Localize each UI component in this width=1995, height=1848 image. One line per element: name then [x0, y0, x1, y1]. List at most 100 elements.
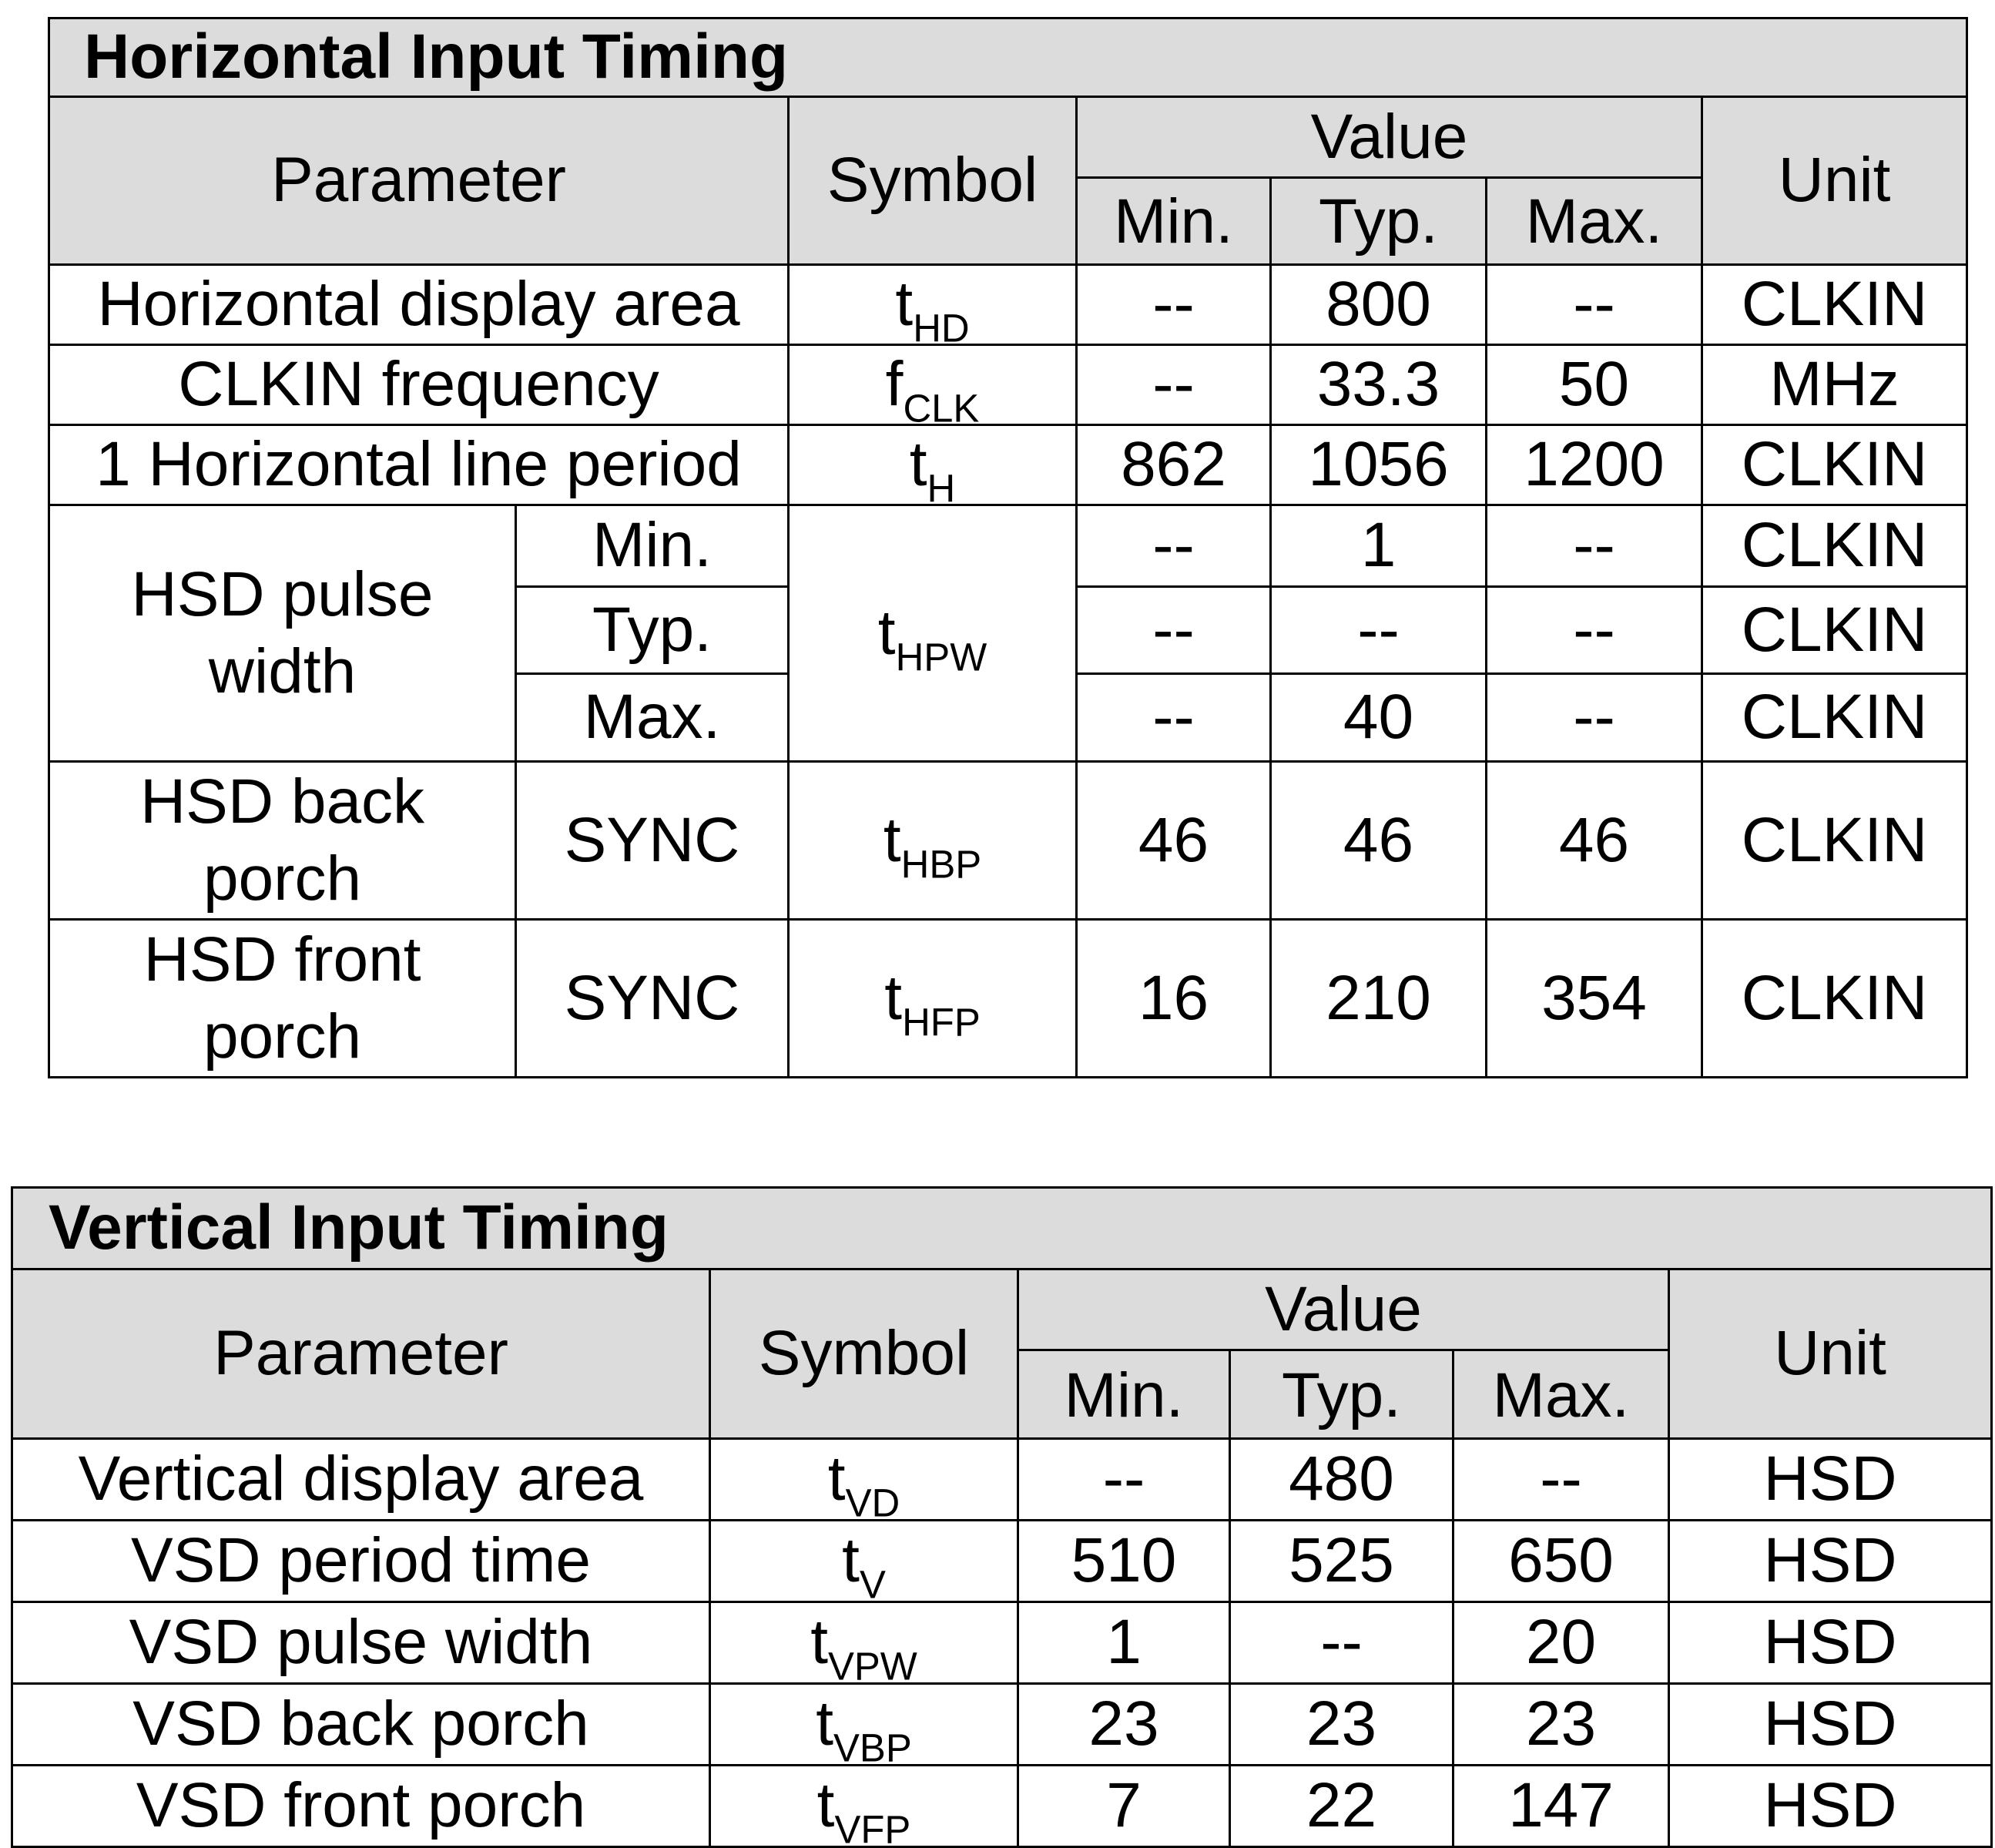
- symbol-cell: tHPW: [787, 504, 1078, 763]
- table-row: VSD back porch tVBP 23 23 23 HSD: [11, 1682, 1993, 1766]
- min-cell: 16: [1075, 918, 1272, 1078]
- unit-cell: CLKIN: [1700, 504, 1969, 588]
- parameter-cell: Horizontal display area: [48, 263, 790, 346]
- symbol-cell: tHFP: [787, 918, 1078, 1078]
- parameter-line: HSD back: [139, 766, 425, 837]
- header-parameter: Parameter: [48, 96, 790, 266]
- unit-cell: HSD: [1667, 1437, 1993, 1521]
- table-row: VSD front porch tVFP 7 22 147 HSD: [11, 1764, 1993, 1848]
- table-row: Vertical display area tVD -- 480 -- HSD: [11, 1437, 1993, 1521]
- parameter-cell: VSD pulse width: [11, 1601, 711, 1685]
- min-cell: 23: [1017, 1682, 1231, 1766]
- max-cell: 1200: [1485, 424, 1703, 506]
- header-min: Min.: [1075, 176, 1272, 266]
- vertical-timing-table: Vertical Input Timing Parameter Symbol V…: [10, 1186, 1993, 1848]
- unit-cell: CLKIN: [1700, 760, 1969, 921]
- max-cell: --: [1485, 672, 1703, 763]
- table-row: Horizontal display area tHD -- 800 -- CL…: [48, 263, 1969, 346]
- min-cell: --: [1017, 1437, 1231, 1521]
- parameter-cell: HSD back porch: [48, 760, 517, 921]
- table-row: Typ. -- -- -- CLKIN: [49, 585, 1969, 675]
- table-row: VSD pulse width tVPW 1 -- 20 HSD: [11, 1601, 1993, 1685]
- min-cell: 862: [1075, 424, 1272, 506]
- condition-cell: SYNC: [515, 918, 790, 1078]
- table-row: CLKIN frequency fCLK -- 33.3 50 MHz: [48, 344, 1969, 426]
- typ-cell: 23: [1229, 1682, 1454, 1766]
- table-row: Max. -- 40 -- CLKIN: [49, 672, 1969, 763]
- table-row: HSD front porch SYNC tHFP 16 210 354 CLKI…: [48, 918, 1969, 1078]
- typ-cell: 22: [1229, 1764, 1454, 1848]
- parameter-line: HSD pulse: [131, 558, 434, 629]
- table-row: 1 Horizontal line period tH 862 1056 120…: [48, 424, 1969, 506]
- unit-cell: CLKIN: [1700, 918, 1969, 1078]
- table-row: HSD pulse width Min. tHPW -- 1 -- CLKIN: [48, 504, 1969, 763]
- header-max: Max.: [1485, 176, 1703, 266]
- min-cell: --: [1075, 263, 1272, 346]
- table-title: Horizontal Input Timing: [47, 17, 1969, 98]
- parameter-cell: 1 Horizontal line period: [48, 424, 790, 506]
- min-cell: --: [1075, 344, 1272, 426]
- max-cell: 20: [1452, 1601, 1670, 1685]
- header-unit: Unit: [1700, 96, 1969, 266]
- max-cell: 46: [1485, 760, 1703, 921]
- parameter-line: HSD front: [143, 924, 421, 994]
- header-typ: Typ.: [1269, 176, 1487, 266]
- unit-cell: CLKIN: [1700, 585, 1969, 675]
- typ-cell: 40: [1269, 672, 1487, 763]
- min-cell: 46: [1075, 760, 1272, 921]
- typ-cell: --: [1269, 585, 1487, 675]
- header-max: Max.: [1452, 1349, 1670, 1440]
- symbol-cell: tVFP: [709, 1764, 1019, 1848]
- table-row: VSD period time tV 510 525 650 HSD: [11, 1519, 1993, 1603]
- typ-cell: 800: [1269, 263, 1487, 346]
- min-cell: --: [1075, 672, 1272, 763]
- parameter-cell: VSD back porch: [11, 1682, 711, 1766]
- max-cell: 147: [1452, 1764, 1670, 1848]
- symbol-cell: fCLK: [787, 344, 1078, 426]
- parameter-cell: VSD front porch: [11, 1764, 711, 1848]
- typ-cell: --: [1229, 1601, 1454, 1685]
- max-cell: --: [1485, 263, 1703, 346]
- header-symbol: Symbol: [787, 96, 1078, 266]
- min-cell: 510: [1017, 1519, 1231, 1603]
- typ-cell: 1: [1269, 504, 1487, 588]
- parameter-line: porch: [203, 844, 362, 914]
- header-unit: Unit: [1667, 1268, 1993, 1440]
- typ-cell: 33.3: [1269, 344, 1487, 426]
- max-cell: 354: [1485, 918, 1703, 1078]
- unit-cell: HSD: [1667, 1682, 1993, 1766]
- header-parameter: Parameter: [11, 1268, 711, 1440]
- table-title: Vertical Input Timing: [10, 1186, 1993, 1270]
- symbol-cell: tVPW: [709, 1601, 1019, 1685]
- symbol-cell: tV: [709, 1519, 1019, 1603]
- parameter-cell: VSD period time: [11, 1519, 711, 1603]
- max-cell: 50: [1485, 344, 1703, 426]
- min-cell: --: [1075, 585, 1272, 675]
- typ-cell: 210: [1269, 918, 1487, 1078]
- typ-cell: 525: [1229, 1519, 1454, 1603]
- unit-cell: MHz: [1700, 344, 1969, 426]
- header-value: Value: [1017, 1268, 1670, 1351]
- unit-cell: HSD: [1667, 1601, 1993, 1685]
- symbol-cell: tHD: [787, 263, 1078, 346]
- min-cell: 1: [1017, 1601, 1231, 1685]
- condition-cell: SYNC: [515, 760, 790, 921]
- table-row: HSD back porch SYNC tHBP 46 46 46 CLKIN: [48, 760, 1969, 921]
- unit-cell: CLKIN: [1700, 672, 1969, 763]
- parameter-line: width: [208, 636, 357, 706]
- symbol-cell: tVBP: [709, 1682, 1019, 1766]
- unit-cell: HSD: [1667, 1519, 1993, 1603]
- header-typ: Typ.: [1229, 1349, 1454, 1440]
- symbol-cell: tVD: [709, 1437, 1019, 1521]
- header-symbol: Symbol: [709, 1268, 1019, 1440]
- condition-cell: Min.: [515, 504, 790, 588]
- unit-cell: CLKIN: [1700, 263, 1969, 346]
- symbol-cell: tHBP: [787, 760, 1078, 921]
- condition-cell: Max.: [515, 672, 790, 763]
- parameter-cell: HSD pulse width: [48, 504, 517, 763]
- condition-cell: Typ.: [515, 585, 790, 675]
- unit-cell: HSD: [1667, 1764, 1993, 1848]
- max-cell: --: [1485, 504, 1703, 588]
- parameter-cell: CLKIN frequency: [48, 344, 790, 426]
- header-min: Min.: [1017, 1349, 1231, 1440]
